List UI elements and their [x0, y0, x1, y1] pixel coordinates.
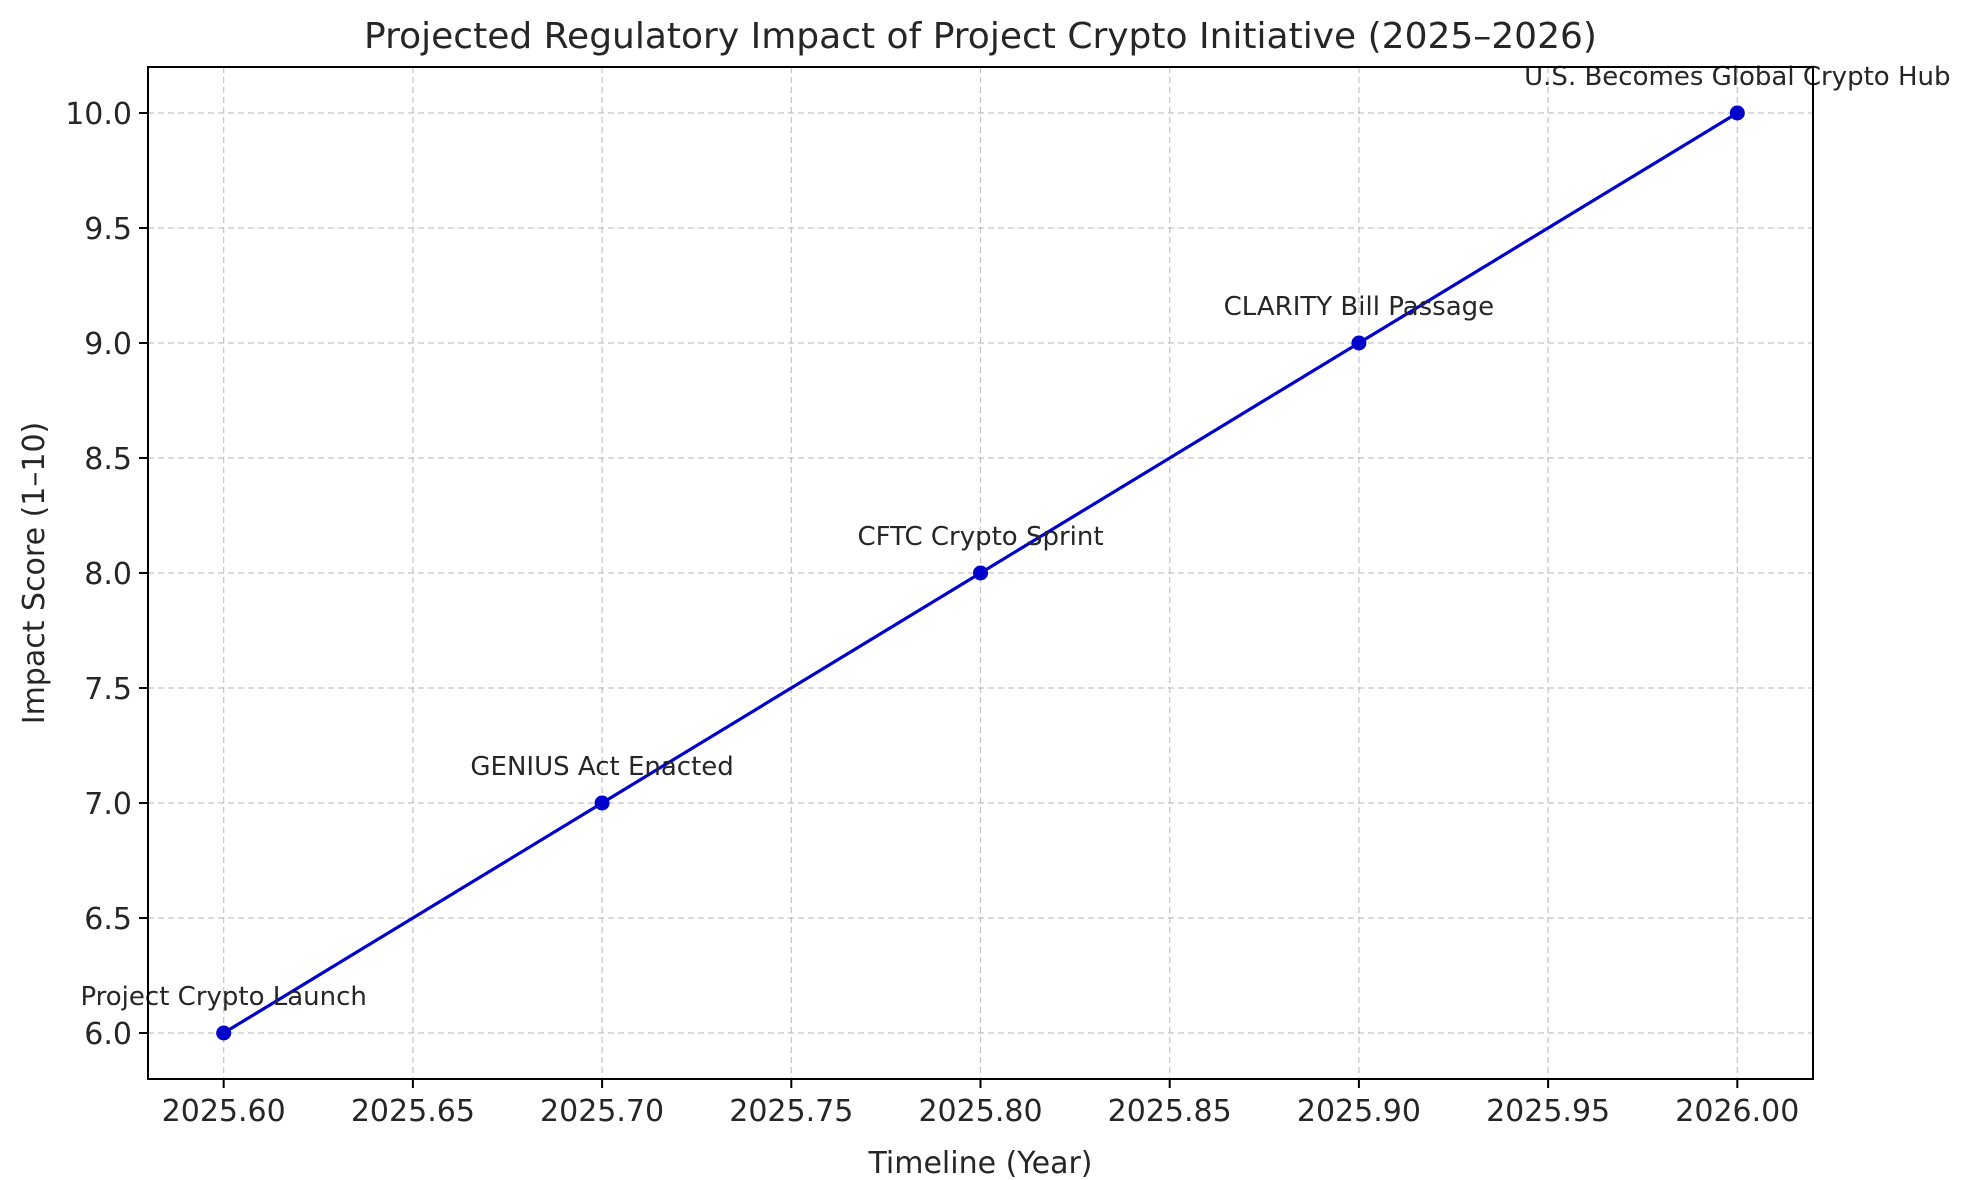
x-tick-label: 2025.75 — [729, 1094, 853, 1129]
point-annotation: CFTC Crypto Sprint — [857, 522, 1103, 552]
data-point — [1729, 105, 1745, 121]
x-tick-label: 2025.85 — [1108, 1094, 1232, 1129]
data-point — [216, 1025, 232, 1041]
point-annotation: CLARITY Bill Passage — [1224, 292, 1495, 322]
y-axis-label: Impact Score (1–10) — [17, 422, 52, 725]
y-tick-label: 8.0 — [84, 557, 132, 592]
y-tick-label: 7.0 — [84, 787, 132, 822]
x-tick-label: 2025.60 — [162, 1094, 286, 1129]
y-tick-label: 6.5 — [84, 902, 132, 937]
x-tick-label: 2025.65 — [351, 1094, 475, 1129]
x-tick-label: 2025.70 — [540, 1094, 664, 1129]
x-tick-label: 2026.00 — [1675, 1094, 1799, 1129]
x-tick-label: 2025.95 — [1486, 1094, 1610, 1129]
x-axis-label: Timeline (Year) — [867, 1146, 1092, 1180]
annotations: Project Crypto Launch GENIUS Act Enacted C… — [80, 62, 1950, 1012]
y-tick-label: 10.0 — [65, 97, 132, 132]
point-annotation: GENIUS Act Enacted — [470, 752, 733, 782]
y-tick-label: 9.5 — [84, 212, 132, 247]
y-tick-label: 6.0 — [84, 1017, 132, 1052]
point-annotation: Project Crypto Launch — [80, 982, 366, 1012]
series-layer — [216, 105, 1745, 1041]
data-point — [973, 565, 988, 581]
axis-ticks: 2025.60 2025.65 2025.70 2025.75 2025.80 2025.… — [65, 97, 1799, 1129]
chart-title: Projected Regulatory Impact of Project C… — [364, 16, 1597, 57]
y-tick-label: 9.0 — [84, 327, 132, 362]
x-tick-label: 2025.80 — [918, 1094, 1042, 1129]
y-tick-label: 7.5 — [84, 672, 132, 707]
data-point — [1351, 335, 1367, 351]
grid — [148, 67, 1813, 1079]
data-point — [594, 795, 610, 811]
y-tick-label: 8.5 — [84, 442, 132, 477]
x-tick-label: 2025.90 — [1297, 1094, 1421, 1129]
plot-spines — [147, 66, 1814, 1080]
